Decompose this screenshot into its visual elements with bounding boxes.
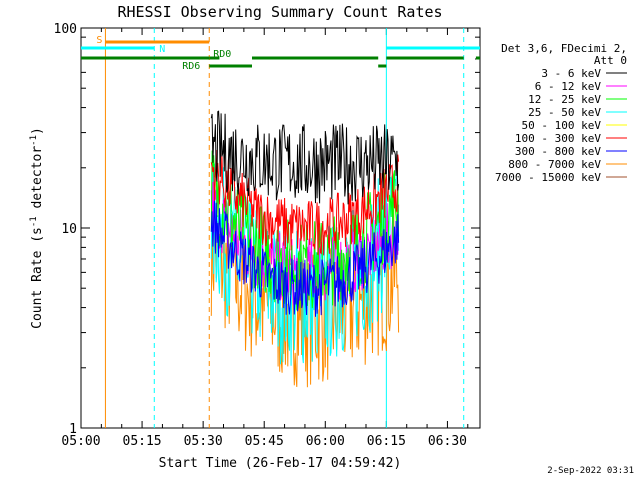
flag-label: N bbox=[159, 44, 165, 55]
y-axis-label-sup: -1 bbox=[29, 216, 39, 227]
x-tick-label: 05:30 bbox=[184, 434, 223, 449]
plot-area: 05:00 05:15 05:30 05:45 06:00 06:15 06:30 100 10… bbox=[54, 22, 481, 449]
series-line bbox=[210, 110, 400, 205]
flag-label: S bbox=[96, 35, 102, 46]
chart-title: RHESSI Observing Summary Count Rates bbox=[117, 3, 442, 21]
x-tick-label: 05:45 bbox=[245, 434, 284, 449]
legend-entry: 6 - 12 keV bbox=[535, 80, 602, 93]
legend-entry: 800 - 7000 keV bbox=[508, 158, 601, 171]
y-axis-label-sup2: -1 bbox=[29, 135, 39, 146]
legend-entry: 25 - 50 keV bbox=[528, 106, 601, 119]
plot-frame bbox=[80, 27, 481, 429]
legend-entry: 7000 - 15000 keV bbox=[495, 171, 601, 184]
flag-label: RD0 bbox=[213, 49, 231, 60]
y-axis-label-close: ) bbox=[30, 127, 45, 135]
y-axis-label-mid: detector bbox=[30, 146, 45, 217]
x-tick-label: 06:30 bbox=[428, 434, 467, 449]
x-axis-label: Start Time (26-Feb-17 04:59:42) bbox=[159, 456, 402, 471]
y-tick-label: 1 bbox=[69, 422, 77, 437]
flag-label: RD6 bbox=[182, 61, 200, 72]
series-line bbox=[210, 199, 400, 317]
legend-entry: 3 - 6 keV bbox=[541, 67, 601, 80]
x-tick-label: 05:15 bbox=[123, 434, 162, 449]
y-tick-label: 10 bbox=[61, 222, 77, 237]
legend-header: Det 3,6, FDecimi 2, bbox=[501, 42, 627, 55]
series-line bbox=[210, 149, 400, 256]
legend-entry: 12 - 25 keV bbox=[528, 93, 601, 106]
x-tick-label: 05:00 bbox=[61, 434, 100, 449]
legend-entry: 300 - 800 keV bbox=[515, 145, 601, 158]
legend-entry: 100 - 300 keV bbox=[515, 132, 601, 145]
legend-entry: 50 - 100 keV bbox=[522, 119, 602, 132]
y-axis-label: Count Rate (s-1 detector-1) bbox=[29, 127, 45, 329]
x-tick-label: 06:00 bbox=[306, 434, 345, 449]
y-tick-label: 100 bbox=[54, 22, 77, 37]
date-stamp: 2-Sep-2022 03:31 bbox=[547, 466, 634, 476]
x-tick-label: 06:15 bbox=[367, 434, 406, 449]
legend-header: Att 0 bbox=[594, 54, 627, 67]
y-axis-label-main: Count Rate (s bbox=[30, 227, 45, 329]
